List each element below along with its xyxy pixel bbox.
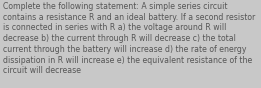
- Text: Complete the following statement: A simple series circuit
contains a resistance : Complete the following statement: A simp…: [3, 2, 255, 75]
